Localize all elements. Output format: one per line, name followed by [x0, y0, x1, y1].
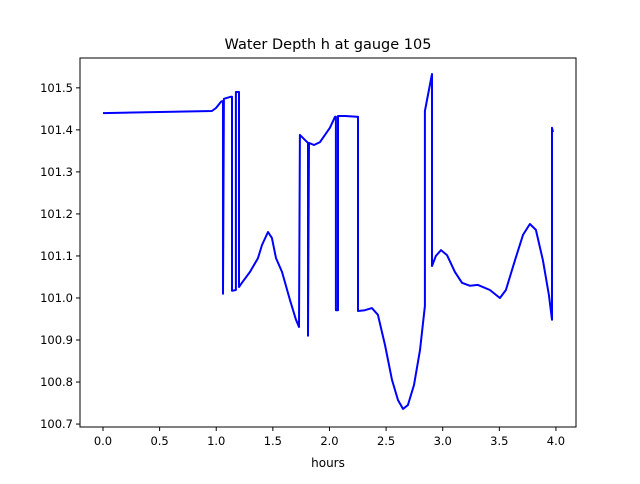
- x-tick-label: 2.5: [377, 434, 395, 448]
- y-tick-label: 101.0: [40, 291, 73, 305]
- axes-frame: [79, 57, 577, 428]
- y-tick-label: 101.3: [40, 165, 73, 179]
- y-tick-label: 100.7: [40, 417, 73, 431]
- x-axis-label: hours: [311, 456, 345, 470]
- chart-title: Water Depth h at gauge 105: [225, 37, 432, 53]
- y-tick-label: 100.8: [40, 375, 73, 389]
- x-tick-label: 3.5: [490, 434, 508, 448]
- y-tick-label: 101.4: [40, 123, 73, 137]
- x-axis: 0.0 0.5 1.0 1.5 2.0 2.5 3.0 3.5 4.0: [94, 427, 565, 448]
- x-tick-label: 0.5: [150, 434, 168, 448]
- y-tick-label: 101.5: [40, 81, 73, 95]
- x-tick-label: 1.5: [264, 434, 282, 448]
- x-tick-label: 3.0: [434, 434, 452, 448]
- y-tick-label: 100.9: [40, 333, 73, 347]
- x-tick-label: 4.0: [547, 434, 565, 448]
- x-tick-label: 0.0: [94, 434, 112, 448]
- plot-area: [102, 73, 554, 410]
- y-tick-label: 101.2: [40, 207, 73, 221]
- x-tick-label: 2.0: [320, 434, 338, 448]
- x-tick-label: 1.0: [207, 434, 225, 448]
- series-line-h: [102, 73, 554, 410]
- y-tick-label: 101.1: [40, 249, 73, 263]
- y-axis: 100.7 100.8 100.9 101.0 101.1 101.2 101.3 101.4…: [40, 81, 80, 431]
